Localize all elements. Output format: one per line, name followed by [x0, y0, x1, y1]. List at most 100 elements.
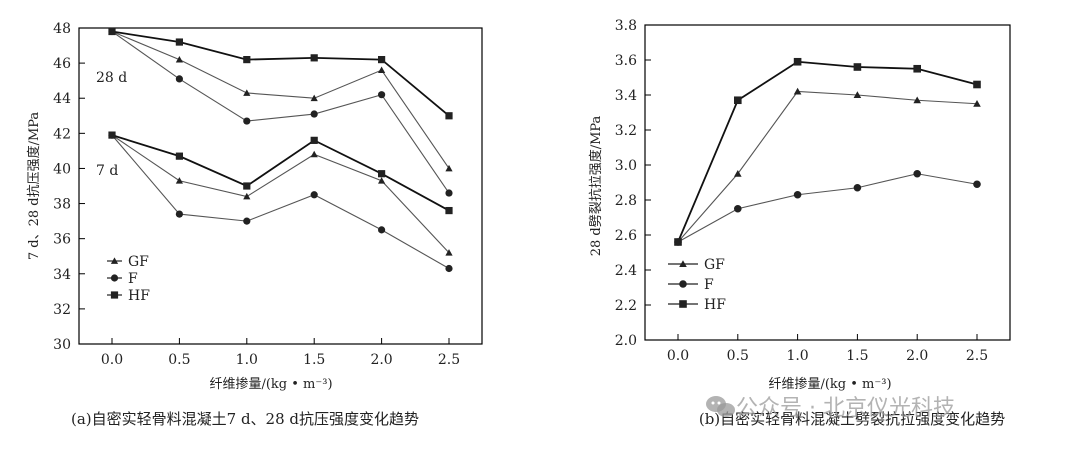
chart-b-point-hf — [674, 238, 682, 246]
chart-a-ytick-label: 34 — [53, 267, 71, 283]
chart-a-series-line-28d-gf — [111, 31, 450, 169]
chart-a-ytick-label: 44 — [53, 91, 71, 107]
chart-a-point-7d-gf — [310, 150, 318, 158]
chart-b-point-f — [734, 204, 742, 213]
chart-a-point-7d-f — [378, 226, 386, 234]
chart-a-point-28d-f — [243, 117, 251, 125]
chart-a-ylabel: 7 d、28 d抗压强度/MPa — [26, 112, 42, 261]
chart-b-point-f — [913, 169, 921, 178]
chart-a-point-28d-gf — [175, 56, 183, 63]
chart-b-ytick-label: 2.0 — [615, 333, 637, 349]
chart-a-legend-label: GF — [128, 254, 149, 270]
chart-b: 2.0 2.2 2.4 2.6 2.8 3.0 3.2 3.4 3.6 3.8 0.0 0.5 1.0… — [588, 18, 1011, 428]
wechat-icon — [706, 396, 735, 417]
chart-a-point-7d-f — [445, 264, 453, 273]
chart-a-series-line-7d-f — [111, 134, 450, 269]
chart-b-series-line-hf — [677, 60, 978, 243]
chart-b-legend-marker — [679, 260, 687, 268]
chart-a-annotation-7d: 7 d — [96, 163, 118, 179]
chart-a-ytick-label: 40 — [53, 161, 71, 177]
chart-a-point-7d-gf — [243, 192, 251, 200]
chart-a-caption: (a)自密实轻骨料混凝土7 d、28 d抗压强度变化趋势 — [71, 410, 419, 428]
chart-a-series-line-28d-f — [111, 31, 450, 194]
watermark-text: 公众号 · 北京仪光科技 — [736, 396, 955, 421]
chart-a-xlabel: 纤维掺量/(kg • m⁻³) — [209, 376, 332, 392]
chart-b-point-gf — [793, 87, 802, 95]
chart-a-point-7d-gf — [175, 177, 183, 184]
chart-b-legend: GF F HF — [668, 257, 726, 313]
chart-b-ytick-label: 3.8 — [615, 18, 637, 34]
chart-b-ytick-label: 2.8 — [615, 193, 637, 209]
chart-b-caption: (b)自密实轻骨料混凝土劈裂抗拉强度变化趋势 — [699, 410, 1005, 428]
chart-b-ytick-label: 3.4 — [615, 88, 637, 104]
chart-b-point-hf — [853, 63, 862, 71]
chart-a-point-7d-f — [243, 217, 251, 225]
chart-a-xtick-label: 1.0 — [236, 352, 258, 368]
chart-a-ytick-label: 46 — [53, 56, 71, 72]
chart-a-point-28d-gf — [310, 94, 318, 102]
chart-b-point-hf — [973, 80, 981, 89]
chart-a-point-7d-gf — [445, 249, 453, 256]
chart-a-point-28d-gf — [378, 66, 386, 74]
chart-a-xtick-label: 1.5 — [303, 352, 325, 368]
chart-a-xtick-label: 0.5 — [168, 352, 190, 368]
chart-a-point-28d-hf — [175, 38, 183, 46]
chart-b-xlabel: 纤维掺量/(kg • m⁻³) — [768, 376, 891, 392]
chart-b-point-f — [853, 183, 862, 192]
chart-b-xtick-label: 2.0 — [906, 348, 928, 364]
chart-b-point-f — [793, 190, 802, 199]
chart-a-ytick-label: 38 — [53, 197, 71, 213]
chart-b-legend-label: GF — [704, 257, 725, 273]
chart-a-point-7d-f — [175, 210, 183, 218]
chart-a-point-7d-f — [310, 191, 318, 199]
chart-a-legend-label: F — [128, 271, 138, 287]
chart-b-ytick-label: 2.2 — [615, 298, 637, 314]
chart-b-ytick-label: 3.0 — [615, 158, 637, 174]
chart-a-point-7d-gf — [378, 177, 386, 184]
chart-a-point-7d-hf — [445, 206, 453, 215]
chart-a-xtick-label: 2.0 — [370, 352, 392, 368]
chart-a-point-28d-f — [445, 189, 453, 197]
chart-a-series-line-7d-hf — [111, 134, 450, 212]
chart-a-legend-marker — [110, 274, 119, 282]
chart-b-ylabel: 28 d劈裂抗拉强度/MPa — [588, 115, 604, 256]
chart-b-legend-label: F — [704, 277, 714, 293]
chart-a-point-28d-hf — [378, 56, 386, 64]
chart-a-point-28d-hf — [243, 56, 251, 64]
chart-b-series-line-f — [677, 173, 978, 243]
chart-a-point-28d-hf — [108, 27, 116, 36]
chart-b-xtick-label: 2.5 — [966, 348, 988, 364]
chart-a-point-28d-gf — [243, 89, 251, 96]
chart-a-point-28d-f — [175, 75, 183, 83]
chart-b-ytick-label: 3.6 — [615, 53, 637, 69]
chart-b-xtick-label: 0.0 — [667, 348, 689, 364]
chart-a-point-7d-hf — [310, 136, 318, 144]
chart-a-legend-marker — [110, 257, 119, 264]
chart-a-point-7d-hf — [108, 131, 116, 139]
watermark: 公众号 · 北京仪光科技 — [706, 396, 955, 421]
chart-b-xtick-label: 1.0 — [786, 348, 808, 364]
chart-b-point-hf — [793, 57, 802, 66]
chart-a-point-28d-f — [310, 110, 318, 118]
chart-a-xtick-label: 0.0 — [101, 352, 123, 368]
chart-b-legend-marker — [679, 280, 687, 288]
chart-a-xtick-label: 2.5 — [438, 352, 460, 368]
chart-a-legend-marker — [110, 291, 119, 299]
chart-a-point-7d-hf — [175, 152, 183, 160]
chart-a-point-28d-f — [378, 91, 386, 99]
chart-b-xtick-label: 0.5 — [727, 348, 749, 364]
chart-b-point-gf — [853, 91, 862, 99]
chart-a-point-28d-hf — [445, 112, 453, 120]
chart-a-ytick-label: 36 — [53, 232, 71, 248]
chart-a-ytick-label: 48 — [53, 21, 71, 37]
chart-a-ytick-label: 42 — [53, 126, 71, 142]
chart-b-point-hf — [913, 64, 921, 73]
chart-a-ytick-label: 30 — [53, 337, 71, 353]
chart-a-series-line-7d-gf — [111, 134, 450, 254]
chart-a-point-28d-gf — [445, 164, 453, 172]
chart-a-series-line-28d-hf — [111, 30, 450, 117]
chart-a-point-28d-hf — [310, 54, 318, 62]
chart-a-plot-frame — [78, 27, 483, 345]
chart-a-ytick-label: 32 — [53, 302, 71, 318]
